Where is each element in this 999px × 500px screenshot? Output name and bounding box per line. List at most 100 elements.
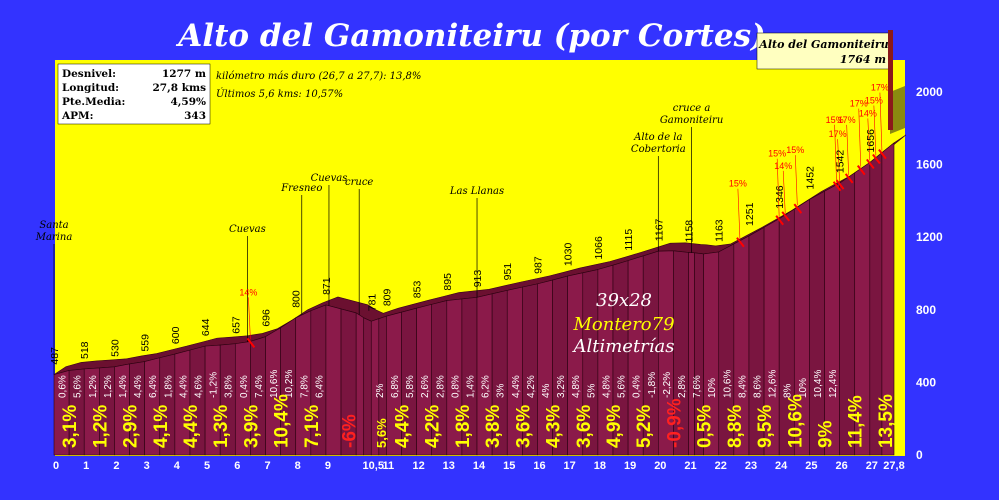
y-tick-label: 2000 — [916, 85, 943, 99]
km-grade: 9,5% — [755, 405, 776, 448]
half-km-grade: -2,2% — [662, 372, 673, 398]
place-label: Cuevas — [311, 173, 348, 184]
altitude-label: 1066 — [593, 236, 605, 260]
half-km-grade: 5,6% — [617, 375, 628, 398]
half-km-grade: 4,6% — [194, 375, 205, 398]
half-km-grade: 3,8% — [224, 375, 235, 398]
steep-mark — [866, 158, 875, 170]
altitude-label: 781 — [366, 294, 378, 312]
altitude-label: 800 — [291, 290, 303, 308]
half-km-grade: 5% — [586, 383, 597, 398]
x-tick-label: 5 — [204, 460, 210, 472]
half-km-grade: 7,8% — [299, 375, 310, 398]
steep-grade: 17% — [829, 129, 847, 139]
altitude-label: 518 — [79, 341, 91, 359]
km-grade: 0,5% — [695, 405, 716, 448]
x-tick-label: 20 — [654, 460, 666, 472]
km-grade: 1,2% — [90, 405, 111, 448]
steep-mark — [844, 173, 854, 184]
altitude-label: 1656 — [865, 129, 877, 153]
stat-value: 1277 m — [162, 68, 206, 80]
half-km-grade: 6,8% — [390, 375, 401, 398]
km-grade: 4,9% — [604, 405, 625, 448]
x-tick-label: 14 — [473, 460, 486, 472]
km-grade: 5,6% — [374, 418, 389, 448]
altitude-label: 1163 — [714, 219, 726, 242]
steep-mark — [878, 149, 887, 160]
half-km-grade: 0,4% — [239, 375, 250, 398]
half-km-grade: 12,4% — [828, 370, 839, 398]
km-grade: 3,6% — [513, 405, 534, 448]
summit-altitude: 1764 m — [840, 53, 886, 66]
x-tick-label: 7 — [264, 460, 270, 472]
km-grade: 7,1% — [302, 405, 323, 448]
km-grade: 11,4% — [846, 395, 867, 448]
x-tick-label: 21 — [684, 460, 696, 472]
steep-leader — [782, 170, 786, 213]
y-tick-label: 400 — [916, 375, 936, 389]
steep-grade: 15% — [826, 115, 844, 125]
altitude-label: 895 — [442, 273, 454, 291]
x-tick-label: 3 — [144, 460, 150, 472]
profile-layer — [53, 134, 907, 456]
stat-value: 343 — [184, 110, 206, 122]
altitude-label: 644 — [200, 318, 212, 336]
half-km-grade: 12,6% — [768, 370, 779, 398]
x-tick-label: 1 — [83, 460, 89, 472]
steep-grade: 17% — [838, 115, 856, 125]
km-grade: 1,8% — [453, 405, 474, 448]
half-km-grade: 1,8% — [163, 375, 174, 398]
km-grade: 3,9% — [241, 405, 262, 448]
x-tick-label: 27,8 — [883, 460, 904, 472]
km-grade: 3,8% — [483, 405, 504, 448]
watermark-brand: Altimetrías — [571, 336, 674, 357]
y-tick-label: 0 — [916, 448, 923, 462]
half-km-grade: 1,4% — [465, 375, 476, 398]
half-km-grade: 7,6% — [692, 375, 703, 398]
x-tick-label: 2 — [113, 460, 119, 472]
km-grade: 4,4% — [181, 405, 202, 448]
half-km-grade: 5,6% — [73, 375, 84, 398]
altitude-label: 871 — [321, 277, 333, 295]
half-km-grade: 8% — [783, 383, 794, 398]
half-km-grade: 0,6% — [58, 375, 69, 398]
chart-title: Alto del Gamoniteiru (por Cortes) — [175, 18, 765, 54]
half-km-grade: 6,2% — [481, 375, 492, 398]
steep-leader — [776, 158, 780, 217]
summit-background — [756, 32, 890, 70]
place-label: Alto de la — [633, 132, 682, 143]
altitude-label: 951 — [502, 263, 514, 281]
stat-value: 4,59% — [170, 96, 206, 108]
km-grade: 10,6% — [785, 394, 806, 448]
half-km-grade: 8,4% — [737, 375, 748, 398]
x-tick-label: 9 — [325, 460, 331, 472]
steep-mark — [793, 203, 803, 214]
altitude-label: 559 — [140, 334, 152, 352]
half-km-grade: 4,8% — [571, 375, 582, 398]
steep-leader — [867, 118, 871, 161]
place-label: Las Llanas — [449, 186, 504, 197]
steep-leader — [737, 188, 741, 239]
altitude-label: 853 — [412, 281, 424, 299]
x-tick-label: 19 — [624, 460, 636, 472]
x-tick-label: 23 — [745, 460, 757, 472]
profile-segment — [363, 317, 372, 456]
steep-mark — [736, 237, 745, 248]
x-tick-label: 15 — [503, 460, 515, 472]
place-label: Fresneo — [280, 183, 322, 194]
km-grade: 4,3% — [544, 405, 565, 448]
x-tick-label: 27 — [866, 460, 878, 472]
half-km-grade: 10,2% — [284, 370, 295, 398]
half-km-grade: 7,4% — [254, 375, 265, 398]
steep-grade: 17% — [871, 83, 889, 93]
steep-leader — [795, 155, 798, 206]
km-grade: -6% — [340, 414, 361, 448]
altitude-label: 600 — [170, 326, 182, 344]
steep-leader — [873, 105, 877, 156]
altitude-label: 1251 — [744, 202, 756, 226]
x-tick-label: 12 — [412, 460, 424, 472]
half-km-grade: 2,8% — [677, 375, 688, 398]
half-km-grade: 4,8% — [601, 375, 612, 398]
steep-leader — [879, 92, 883, 151]
watermark-size: 39x28 — [596, 290, 652, 311]
